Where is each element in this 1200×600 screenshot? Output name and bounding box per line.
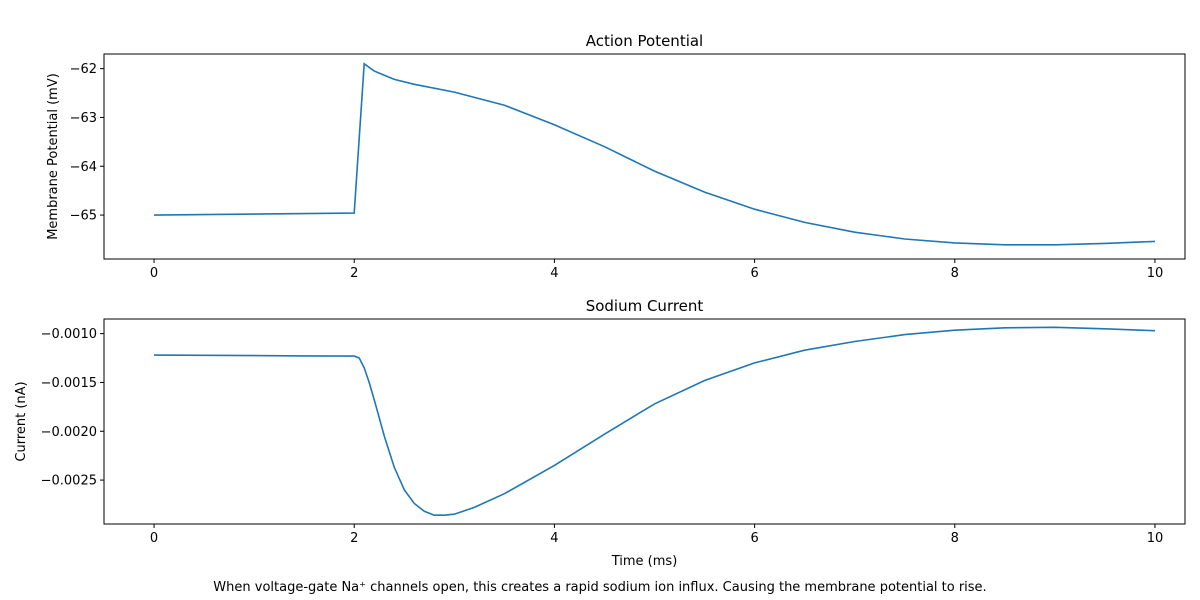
x-tick-label: 6 <box>750 266 758 281</box>
figure-caption: When voltage-gate Na⁺ channels open, thi… <box>213 580 987 595</box>
x-tick-label: 0 <box>150 266 158 281</box>
x-tick-label: 4 <box>550 531 558 546</box>
axes-frame <box>103 53 1186 260</box>
x-tick-label: 2 <box>350 531 358 546</box>
x-tick-label: 8 <box>951 531 959 546</box>
x-axis-label: Time (ms) <box>611 554 678 569</box>
series-line-0 <box>153 62 1156 246</box>
x-tick-label: 4 <box>550 266 558 281</box>
y-axis-label: Membrane Potential (mV) <box>46 73 61 240</box>
x-tick-label: 10 <box>1147 266 1164 281</box>
x-tick-label: 10 <box>1147 531 1164 546</box>
y-tick-label: −63 <box>70 111 97 126</box>
action-potential-plot: 0 2 4 6 8 10 −65 −64 −63 −62 Action Potential Membr… <box>46 32 1186 281</box>
chart-title: Action Potential <box>586 32 703 50</box>
y-tick-label: −62 <box>70 62 97 77</box>
y-tick-label: −64 <box>70 160 97 175</box>
axes-frame <box>103 318 1186 525</box>
chart-title: Sodium Current <box>586 297 704 315</box>
x-tick-label: 0 <box>150 531 158 546</box>
series-line-0 <box>153 326 1156 517</box>
y-axis-label: Current (nA) <box>14 381 29 461</box>
y-tick-label: −0.0015 <box>41 376 97 391</box>
y-tick-label: −0.0010 <box>41 327 97 342</box>
y-tick-label: −65 <box>70 209 97 224</box>
x-tick-label: 6 <box>750 531 758 546</box>
y-tick-label: −0.0025 <box>41 474 97 489</box>
y-tick-label: −0.0020 <box>41 425 97 440</box>
x-tick-label: 8 <box>951 266 959 281</box>
sodium-current-plot: 0 2 4 6 8 10 −0.0010 −0.0015 −0.0020 −0.0025 Sodiu… <box>14 297 1186 569</box>
x-tick-label: 2 <box>350 266 358 281</box>
